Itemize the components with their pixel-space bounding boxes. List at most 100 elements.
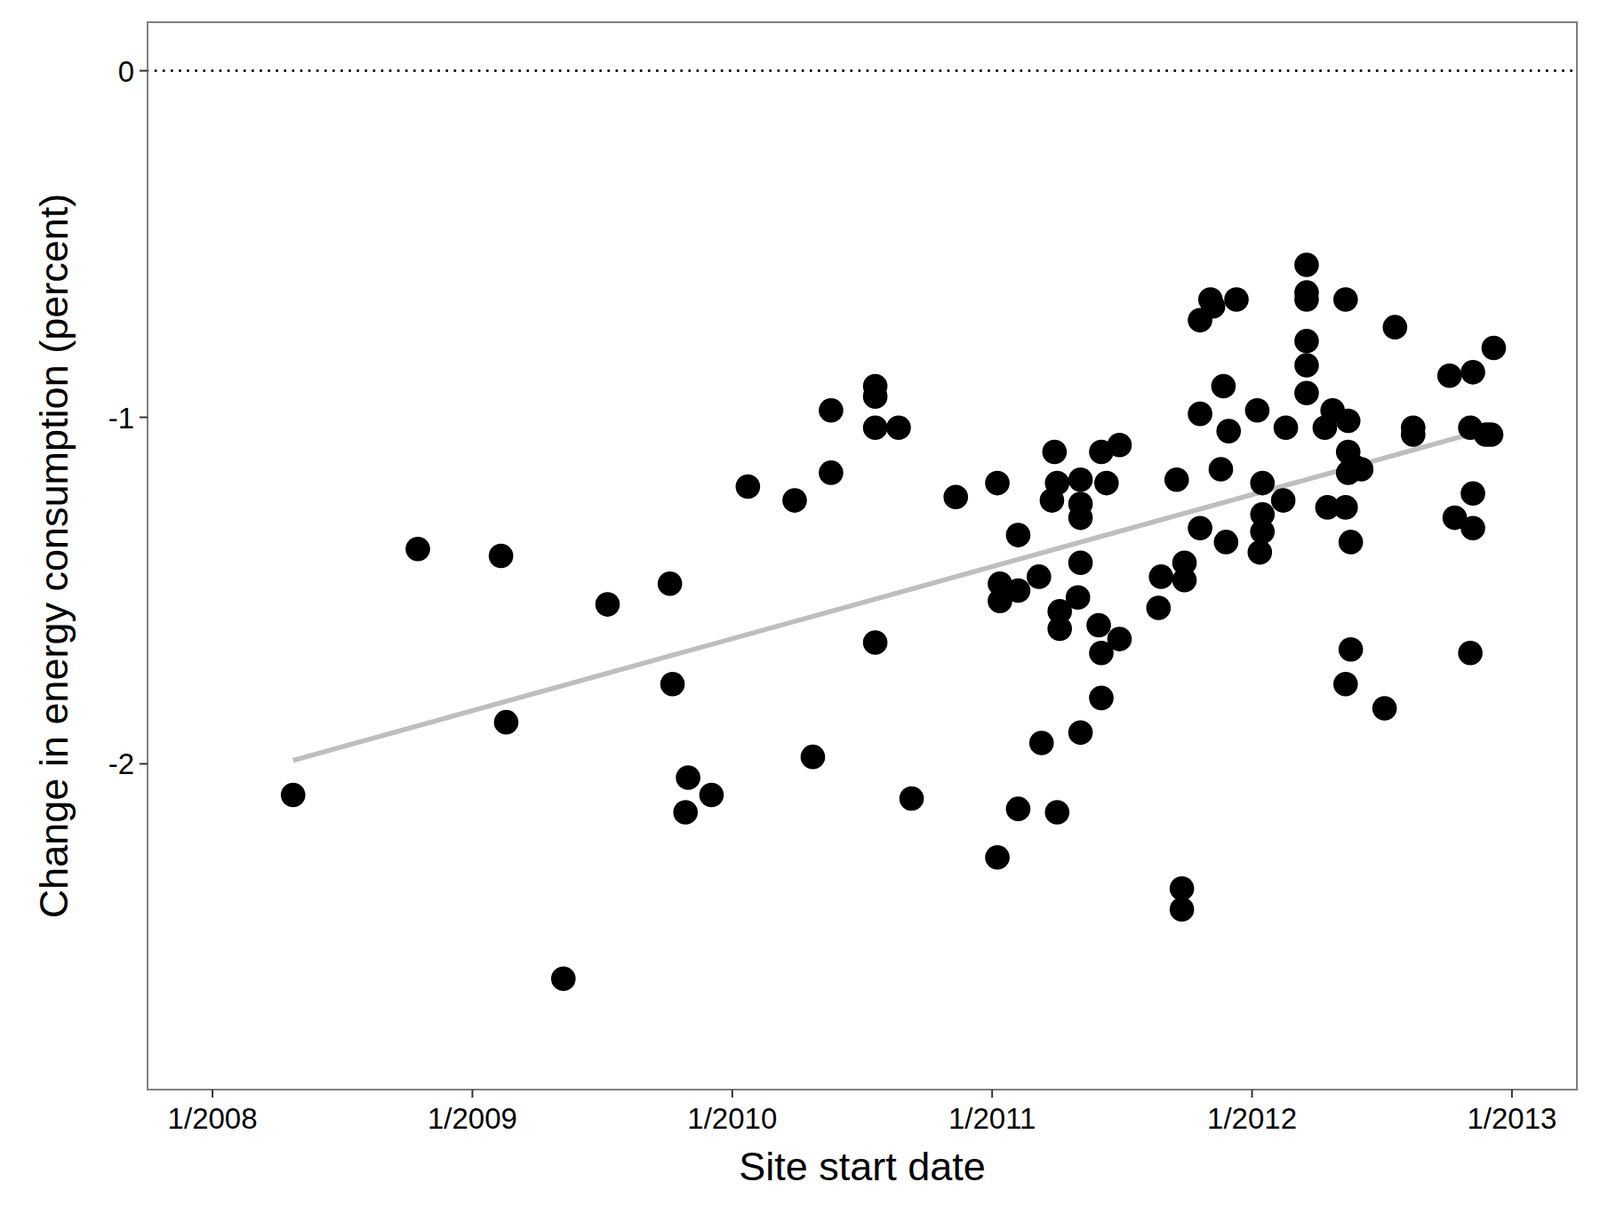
x-tick xyxy=(1511,1089,1513,1098)
point xyxy=(1481,336,1507,361)
point xyxy=(1094,471,1120,496)
point xyxy=(818,398,844,424)
x-tick xyxy=(471,1089,473,1098)
reference-line xyxy=(147,69,1577,72)
point xyxy=(1460,360,1486,385)
point xyxy=(1107,626,1133,652)
point xyxy=(1245,398,1271,424)
point xyxy=(1249,471,1275,496)
point xyxy=(899,786,925,812)
point xyxy=(1333,287,1359,312)
point xyxy=(1169,896,1195,922)
point xyxy=(1068,467,1094,493)
point xyxy=(1372,696,1398,721)
point xyxy=(1349,456,1375,482)
point xyxy=(1294,328,1320,354)
point xyxy=(1164,467,1190,493)
point xyxy=(943,484,968,510)
point xyxy=(1460,481,1486,507)
point xyxy=(1172,568,1198,593)
point xyxy=(1107,432,1133,458)
point xyxy=(675,765,701,791)
point xyxy=(1333,672,1359,697)
point xyxy=(1042,440,1068,465)
y-tick-label: -1 xyxy=(108,401,135,435)
y-tick-label: 0 xyxy=(118,55,135,88)
point xyxy=(1214,529,1240,555)
point xyxy=(1187,516,1213,542)
point xyxy=(1338,637,1364,663)
point xyxy=(1200,294,1226,320)
y-tick-label: -2 xyxy=(108,747,135,781)
point xyxy=(1068,550,1094,576)
point xyxy=(1437,363,1463,389)
point xyxy=(886,415,912,440)
point xyxy=(1088,686,1114,712)
point xyxy=(1294,352,1320,378)
chart: 1/20081/20091/20101/20111/20121/20130-1-… xyxy=(0,0,1600,1230)
plot-frame xyxy=(147,22,1577,1090)
point xyxy=(1338,529,1364,555)
point xyxy=(782,488,808,513)
point xyxy=(1224,287,1249,312)
point xyxy=(1383,314,1408,340)
point xyxy=(863,384,888,409)
point xyxy=(1148,564,1174,590)
point xyxy=(1145,595,1171,621)
point xyxy=(660,672,686,697)
x-tick-label: 1/2012 xyxy=(1207,1102,1297,1136)
point xyxy=(1271,488,1296,513)
point xyxy=(984,845,1010,871)
x-tick-label: 1/2013 xyxy=(1466,1102,1557,1136)
point xyxy=(494,710,520,736)
point xyxy=(1211,374,1237,400)
x-tick xyxy=(731,1089,734,1098)
point xyxy=(1216,418,1241,444)
point xyxy=(1187,401,1213,427)
point xyxy=(1400,422,1426,448)
point xyxy=(1460,516,1486,542)
point xyxy=(1294,287,1320,312)
point xyxy=(699,783,725,808)
point xyxy=(1294,380,1320,406)
point xyxy=(1086,613,1112,639)
x-tick-label: 1/2011 xyxy=(948,1102,1036,1136)
point xyxy=(736,474,761,500)
point xyxy=(800,744,826,770)
point xyxy=(1065,584,1091,610)
y-tick xyxy=(139,762,148,765)
y-axis-title: Change in energy consumption (percent) xyxy=(31,193,77,919)
trend-line xyxy=(293,427,1495,760)
point xyxy=(1248,540,1273,566)
point xyxy=(1294,252,1320,278)
point xyxy=(1044,471,1070,496)
point xyxy=(1047,616,1072,642)
point xyxy=(1273,415,1299,440)
point xyxy=(1006,796,1032,822)
point xyxy=(863,415,888,440)
point xyxy=(405,536,431,562)
x-tick xyxy=(991,1089,993,1098)
point xyxy=(818,460,844,486)
x-tick xyxy=(211,1089,214,1098)
x-tick-label: 1/2009 xyxy=(427,1102,518,1136)
point xyxy=(1249,519,1275,544)
point xyxy=(1006,578,1032,604)
point xyxy=(657,571,683,597)
point xyxy=(1457,640,1483,666)
background xyxy=(0,0,1600,1230)
point xyxy=(488,544,514,569)
point xyxy=(1006,522,1032,548)
y-tick xyxy=(139,416,148,419)
point xyxy=(1029,730,1055,756)
point xyxy=(1068,720,1094,746)
point xyxy=(1044,800,1070,825)
point xyxy=(1068,505,1094,531)
x-tick xyxy=(1251,1089,1254,1098)
point xyxy=(1026,564,1052,590)
point xyxy=(863,630,888,656)
point xyxy=(595,592,621,617)
y-tick xyxy=(139,70,148,72)
point xyxy=(1336,408,1361,434)
point xyxy=(280,783,306,808)
